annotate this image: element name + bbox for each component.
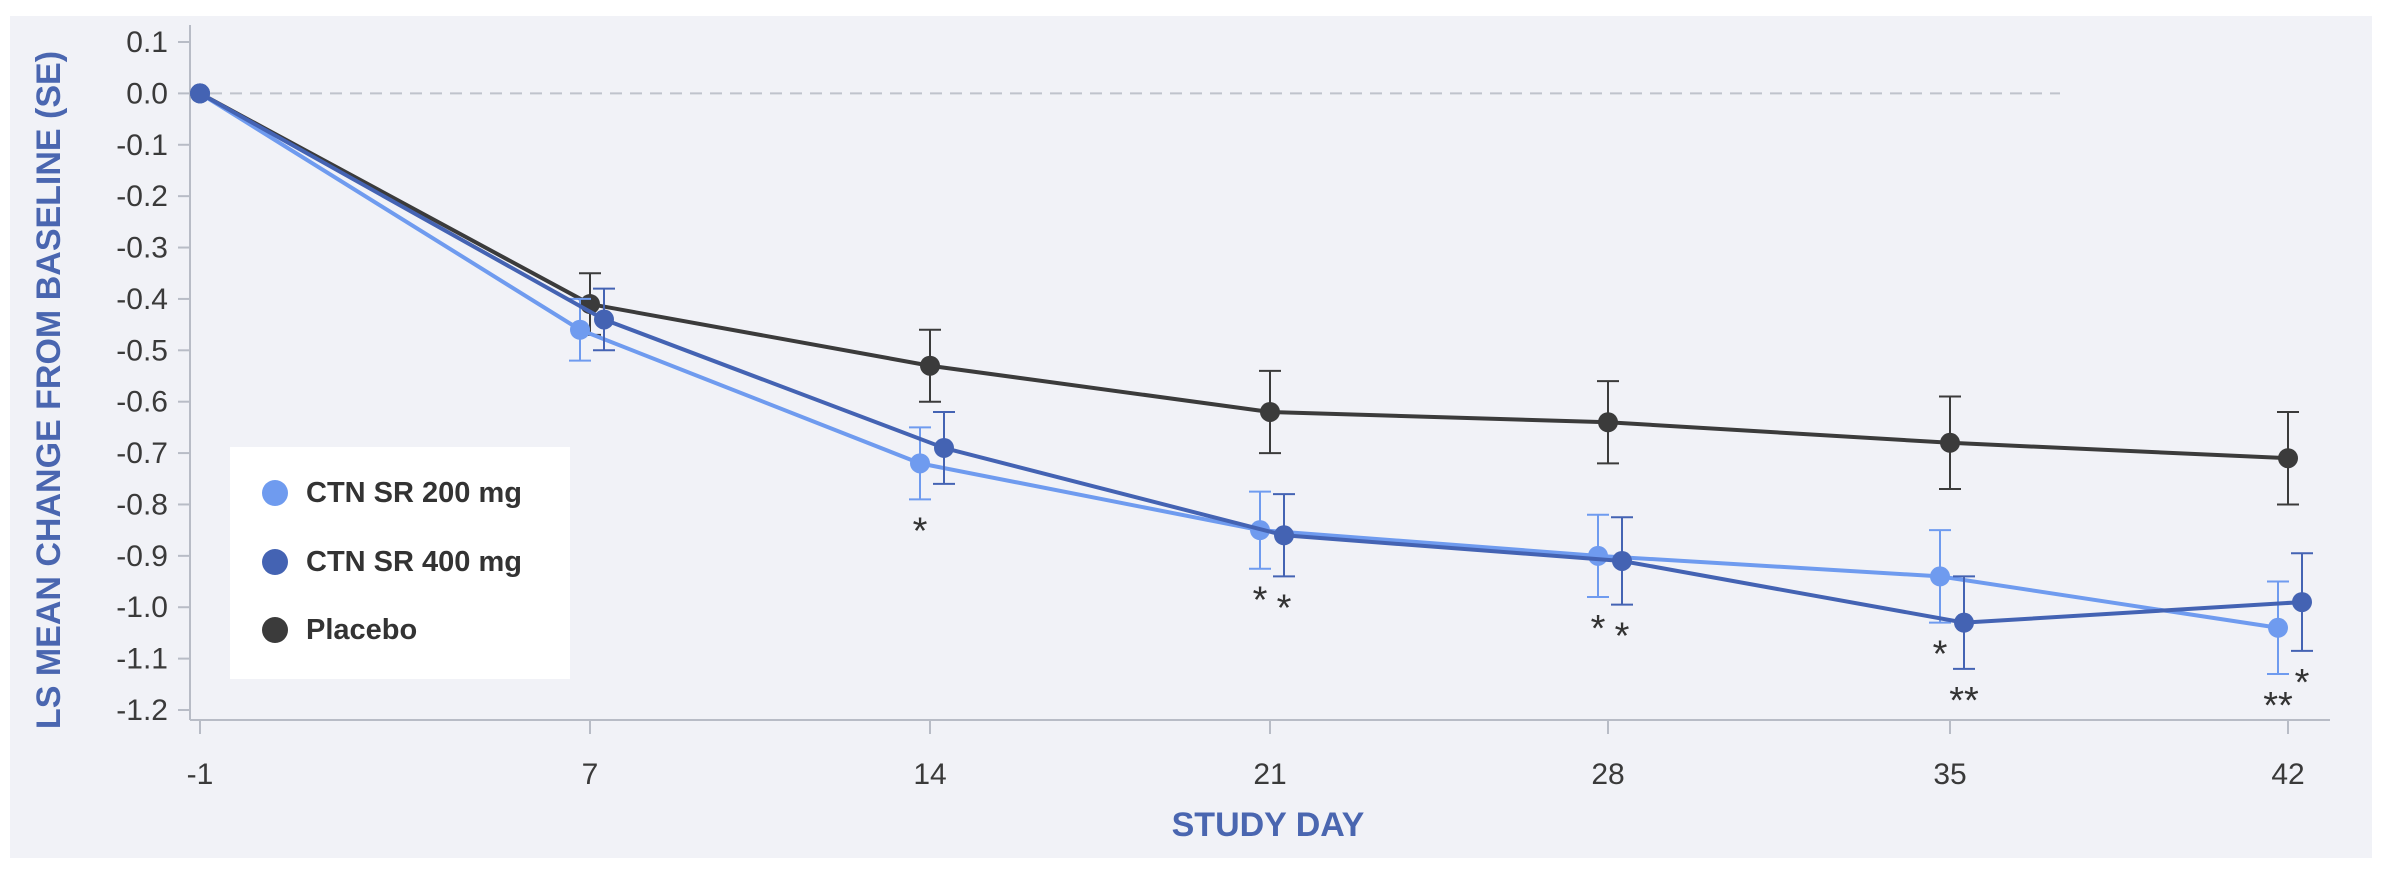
legend: CTN SR 200 mg CTN SR 400 mg Placebo — [230, 447, 570, 679]
data-point — [1940, 432, 1960, 453]
series-layer: ********** * — [190, 83, 2313, 727]
significance-marker: * — [1253, 580, 1268, 622]
significance-marker: ** — [1949, 680, 1979, 722]
data-point — [920, 355, 940, 376]
y-axis-title: LS MEAN CHANGE FROM BASELINE (SE) — [30, 51, 68, 729]
series-placebo — [190, 83, 2299, 506]
y-tick-label: -0.7 — [116, 437, 168, 470]
x-axis-title: STUDY DAY — [1172, 806, 1365, 844]
y-tick-label: -0.6 — [116, 386, 168, 419]
legend-item-ctn-200: CTN SR 200 mg — [262, 473, 522, 513]
series-line — [199, 91, 2289, 461]
y-tick-label: -0.9 — [116, 540, 168, 573]
significance-marker: * — [1277, 587, 1292, 629]
y-tick-label: -1.1 — [116, 643, 168, 676]
y-tick-label: 0.0 — [126, 77, 168, 110]
legend-marker-ctn-400 — [262, 549, 288, 575]
significance-marker: * — [1933, 634, 1948, 676]
data-point — [570, 319, 590, 340]
data-point — [190, 83, 210, 104]
data-point — [2292, 592, 2312, 613]
data-point — [1930, 566, 1950, 587]
legend-label-ctn-200: CTN SR 200 mg — [306, 476, 522, 509]
x-tick-label: 7 — [582, 758, 599, 791]
significance-marker: * — [1591, 608, 1606, 650]
data-point — [2278, 448, 2298, 469]
significance-marker: ** — [2263, 685, 2293, 727]
axes: 0.1 0.0 -0.1 -0.2 -0.3 -0.4 -0.5 -0.6 -0.7 -0.8 -0… — [116, 25, 2330, 791]
data-point — [910, 453, 930, 474]
legend-label-ctn-400: CTN SR 400 mg — [306, 545, 522, 578]
y-tick-label: -0.5 — [116, 334, 168, 367]
data-point — [2268, 617, 2288, 638]
x-tick-label: 35 — [1933, 758, 1966, 791]
y-tick-label: -0.8 — [116, 488, 168, 521]
y-tick-label: -0.4 — [116, 283, 168, 316]
data-point — [1612, 550, 1632, 571]
y-tick-label: -0.1 — [116, 129, 168, 162]
x-tick-label: 14 — [913, 758, 946, 791]
x-tick-label: 28 — [1591, 758, 1624, 791]
y-tick-label: 0.1 — [126, 26, 168, 59]
data-point — [1260, 401, 1280, 422]
data-point — [1598, 412, 1618, 433]
x-tick-label: 42 — [2271, 758, 2304, 791]
significance-marker: * — [1615, 616, 1630, 658]
data-point — [1588, 545, 1608, 566]
y-tick-label: -0.3 — [116, 232, 168, 265]
legend-marker-ctn-200 — [262, 480, 288, 506]
data-point — [1954, 612, 1974, 633]
legend-item-ctn-400: CTN SR 400 mg — [262, 542, 522, 582]
data-point — [1274, 525, 1294, 546]
y-tick-label: -0.2 — [116, 180, 168, 213]
significance-marker: * — [913, 510, 928, 552]
y-tick-label: -1.0 — [116, 591, 168, 624]
legend-label-placebo: Placebo — [306, 613, 418, 646]
data-point — [594, 309, 614, 330]
data-point — [934, 437, 954, 458]
chart-panel — [10, 16, 2372, 858]
series-ctn-sr-400-mg: **** * — [190, 83, 2313, 722]
y-tick-label: -1.2 — [116, 694, 168, 727]
x-tick-label: 21 — [1253, 758, 1286, 791]
legend-marker-placebo — [262, 617, 288, 643]
legend-item-placebo: Placebo — [262, 610, 417, 650]
significance-marker: * — [2295, 662, 2310, 704]
x-tick-label: -1 — [187, 758, 214, 791]
